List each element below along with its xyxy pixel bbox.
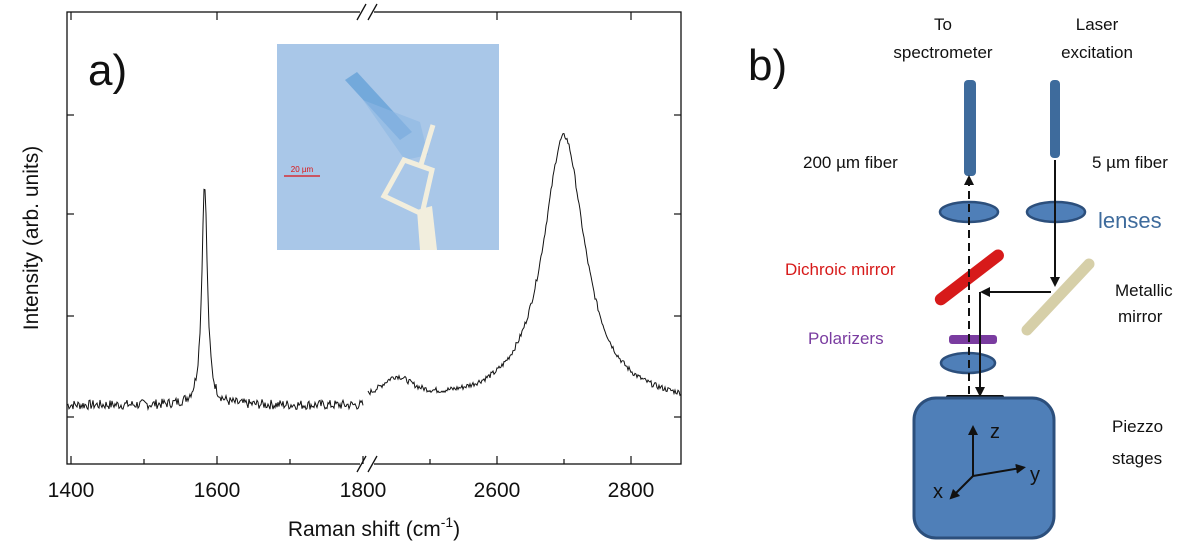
axis-z-label: z (990, 421, 1000, 443)
x-tick-label-1400: 1400 (48, 479, 95, 502)
x-axis-label-main: Raman shift (cm (288, 518, 441, 541)
x-axis-label-tail: ) (453, 518, 460, 541)
x-tick-label-1600: 1600 (194, 479, 241, 502)
fiber-5um (1050, 80, 1060, 158)
x-ticks (70, 12, 632, 464)
y-ticks (67, 114, 681, 418)
metallic-mirror (1021, 258, 1095, 336)
label-piezzo-2: stages (1112, 449, 1162, 468)
axis-y-label: y (1030, 464, 1040, 486)
label-to-spectrometer-2: spectrometer (893, 43, 993, 62)
label-fiber-200: 200 µm fiber (803, 153, 898, 172)
panel-b: b) To spectrometer Laser excitation 200 … (748, 15, 1173, 540)
label-polarizers: Polarizers (808, 329, 884, 348)
contact-wire-bottom (417, 206, 437, 250)
axis-y-arrow (972, 463, 1026, 477)
label-fiber-5: 5 µm fiber (1092, 153, 1168, 172)
panel-b-label: b) (748, 41, 787, 90)
label-metallic-2: mirror (1118, 307, 1163, 326)
contact-square (380, 156, 435, 218)
label-metallic-1: Metallic (1115, 281, 1173, 300)
axis-break-top-1 (356, 3, 367, 21)
x-axis-label-sup: -1 (441, 514, 454, 530)
label-laser-excitation-2: excitation (1061, 43, 1133, 62)
label-to-spectrometer-1: To (934, 15, 952, 34)
x-axis-label: Raman shift (cm-1) (288, 514, 460, 541)
label-piezzo-1: Piezzo (1112, 417, 1163, 436)
spectrum-left-segment (66, 188, 364, 411)
x-tick-label-2800: 2800 (608, 479, 655, 502)
axis-break-top-2 (367, 3, 378, 21)
label-dichroic: Dichroic mirror (785, 260, 896, 279)
x-tick-label-1800: 1800 (340, 479, 387, 502)
inset-micrograph: 20 µm (277, 44, 499, 250)
axis-break-bottom-1 (356, 455, 367, 473)
scale-bar-label: 20 µm (291, 165, 314, 174)
spectrum-right-segment (367, 133, 682, 397)
dichroic-mirror (934, 249, 1004, 306)
label-lenses: lenses (1098, 208, 1162, 233)
fiber-200um (964, 80, 976, 176)
inset-background (277, 44, 499, 250)
label-laser-excitation-1: Laser (1076, 15, 1119, 34)
panel-a: 1400 1600 1800 2600 2800 Raman shift (cm… (20, 3, 682, 541)
flake-light (363, 100, 428, 160)
panel-a-label: a) (88, 46, 127, 95)
axis-x-arrow (949, 475, 974, 500)
piezzo-stage (912, 396, 1056, 540)
x-tick-label-2600: 2600 (474, 479, 521, 502)
axis-break-bottom-2 (367, 455, 378, 473)
axis-x-label: x (933, 481, 943, 503)
polarizer (949, 335, 997, 344)
y-axis-label: Intensity (arb. units) (20, 146, 43, 330)
contact-wire-top (417, 124, 436, 169)
